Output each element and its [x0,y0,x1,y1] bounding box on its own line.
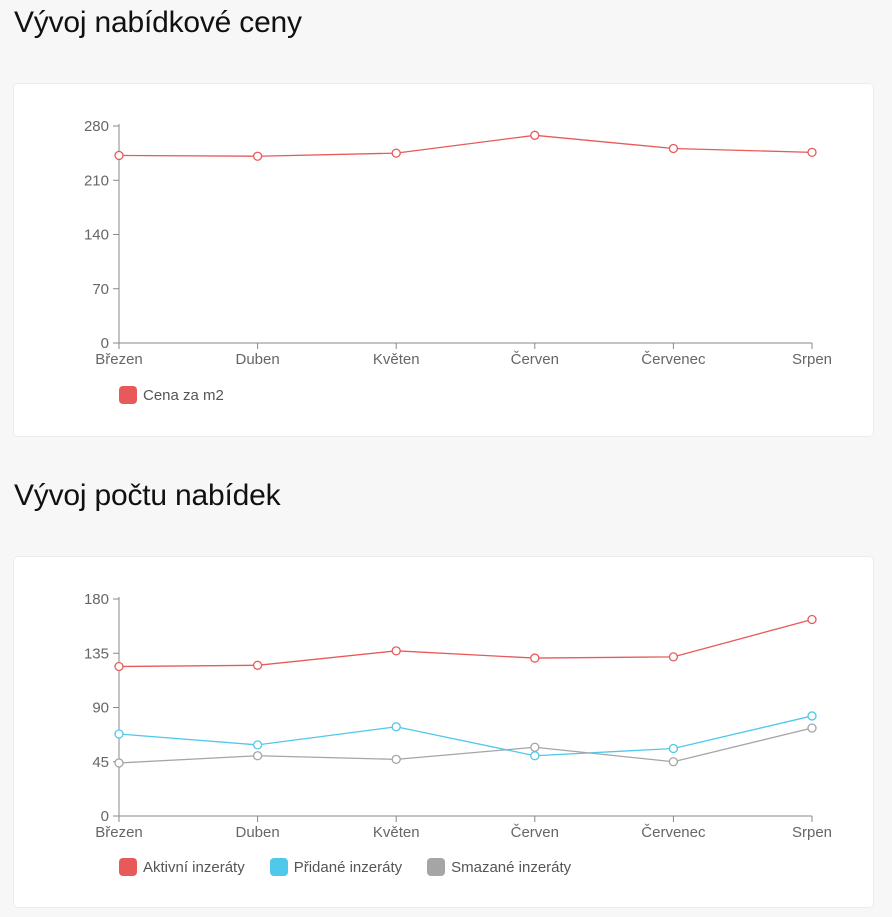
x-tick-label: Červen [511,824,559,841]
section-title-listings: Vývoj počtu nabídek [14,479,281,512]
x-tick-label: Srpen [792,351,832,368]
x-tick-label: Duben [235,824,279,841]
data-point[interactable] [391,148,401,158]
data-point[interactable] [252,660,263,670]
data-point[interactable] [807,614,817,625]
data-point[interactable] [668,652,679,662]
y-tick-label: 140 [84,227,109,244]
listings-legend: Aktivní inzeráty Přidané inzeráty Smazané … [119,858,596,876]
legend-item[interactable]: Smazané inzeráty [427,858,571,876]
x-tick-label: Duben [235,351,279,368]
data-point[interactable] [391,722,401,732]
y-tick-label: 135 [84,645,109,662]
y-tick-label: 180 [84,591,109,608]
listings-chart: 0 45 90 135 180 Březen Duben Květen Červen Červen… [84,591,832,841]
price-legend: Cena za m2 [119,386,249,404]
legend-label: Cena za m2 [143,386,224,404]
data-point[interactable] [114,661,124,672]
y-tick-label: 0 [101,808,109,825]
chart-card-price: 0 70 140 210 280 Březen Duben Květen Červen Červe… [13,83,874,437]
series-line-1 [118,134,813,157]
y-tick-label: 90 [92,700,109,717]
data-point[interactable] [668,743,679,754]
data-point[interactable] [668,757,679,767]
legend-item[interactable]: Aktivní inzeráty [119,858,245,876]
data-point[interactable] [114,758,124,768]
data-point[interactable] [530,751,540,761]
legend-item[interactable]: Cena za m2 [119,386,224,404]
data-point[interactable] [252,751,263,761]
legend-swatch [269,858,288,876]
legend-label: Aktivní inzeráty [143,858,245,876]
data-point[interactable] [807,147,817,157]
x-tick-label: Březen [95,824,143,841]
data-point[interactable] [668,143,679,154]
data-point[interactable] [252,740,263,750]
y-tick-label: 210 [84,172,109,189]
data-point[interactable] [391,754,401,764]
section-title-price: Vývoj nabídkové ceny [14,6,302,39]
x-tick-label: Červen [511,351,559,368]
data-point[interactable] [252,151,263,161]
legend-swatch [427,858,446,876]
y-tick-label: 70 [92,281,109,298]
y-tick-label: 45 [92,754,109,771]
data-point[interactable] [807,723,817,733]
data-point[interactable] [114,150,124,161]
x-tick-label: Srpen [792,824,832,841]
data-point[interactable] [530,653,540,663]
data-point[interactable] [807,711,817,721]
data-point[interactable] [530,130,540,140]
x-tick-label: Červenec [641,824,706,841]
x-tick-label: Červenec [641,351,706,368]
legend-swatch [119,858,137,876]
legend-label: Přidané inzeráty [293,858,403,876]
series-line-2 [118,715,813,757]
data-point[interactable] [530,742,540,752]
legend-item[interactable]: Přidané inzeráty [269,858,403,876]
y-tick-label: 280 [84,118,109,135]
chart-card-listings: 0 45 90 135 180 Březen Duben Květen Červen Červen… [13,556,874,908]
data-point[interactable] [391,646,401,656]
price-chart: 0 70 140 210 280 Březen Duben Květen Červen Červe… [84,118,832,368]
data-point[interactable] [114,729,124,739]
legend-label: Smazané inzeráty [451,858,572,876]
x-tick-label: Květen [373,351,420,368]
series-line-3 [118,727,813,764]
series-line-1 [118,618,813,668]
legend-swatch [119,386,137,404]
x-tick-label: Březen [95,351,143,368]
y-tick-label: 0 [101,335,109,352]
x-tick-label: Květen [373,824,420,841]
